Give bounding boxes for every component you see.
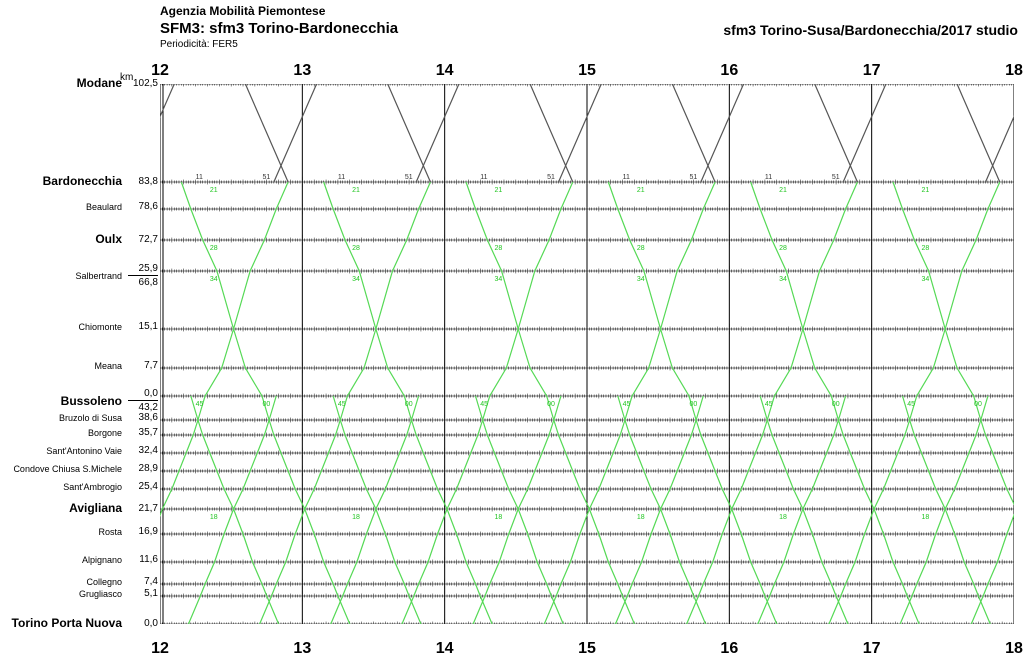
- station-name: Bruzolo di Susa: [59, 413, 122, 423]
- station-row: Oulx 72,7: [0, 232, 158, 246]
- station-row: Sant'Ambrogio 25,4: [0, 481, 158, 492]
- station-row: Avigliana 21,7: [0, 501, 158, 515]
- station-name: Beaulard: [86, 202, 122, 212]
- station-name: Condove Chiusa S.Michele: [13, 464, 122, 474]
- header-block: Agenzia Mobilità Piemontese SFM3: sfm3 T…: [160, 4, 398, 50]
- agency-name: Agenzia Mobilità Piemontese: [160, 4, 398, 18]
- time-tick-bottom: 13: [293, 640, 311, 658]
- station-km: 28,9: [128, 463, 158, 474]
- time-tick-bottom: 12: [151, 640, 169, 658]
- station-name: Alpignano: [82, 555, 122, 565]
- time-tick-top: 16: [720, 62, 738, 80]
- station-row: Modane 102,5: [0, 76, 158, 90]
- time-tick-top: 15: [578, 62, 596, 80]
- time-tick-top: 18: [1005, 62, 1023, 80]
- station-row: Bardonecchia 83,8: [0, 174, 158, 188]
- station-row: Bussoleno 0,043,2: [0, 388, 158, 413]
- station-km: 25,966,8: [128, 263, 158, 288]
- station-row: Meana 7,7: [0, 360, 158, 371]
- station-name: Rosta: [98, 527, 122, 537]
- station-km: 32,4: [128, 445, 158, 456]
- station-row: Borgone 35,7: [0, 427, 158, 438]
- station-name: Chiomonte: [78, 322, 122, 332]
- station-row: Collegno 7,4: [0, 576, 158, 587]
- time-tick-top: 13: [293, 62, 311, 80]
- station-km: 7,4: [128, 576, 158, 587]
- station-name: Salbertrand: [75, 271, 122, 281]
- station-km: 15,1: [128, 321, 158, 332]
- station-row: Chiomonte 15,1: [0, 321, 158, 332]
- station-row: Condove Chiusa S.Michele 28,9: [0, 463, 158, 474]
- time-tick-top: 14: [436, 62, 454, 80]
- time-tick-bottom: 16: [720, 640, 738, 658]
- station-km: 7,7: [128, 360, 158, 371]
- time-tick-bottom: 17: [863, 640, 881, 658]
- station-row: Torino Porta Nuova 0,0: [0, 616, 158, 630]
- time-tick-bottom: 14: [436, 640, 454, 658]
- station-row: Bruzolo di Susa 38,6: [0, 412, 158, 423]
- station-km: 0,043,2: [128, 388, 158, 413]
- station-row: Salbertrand 25,966,8: [0, 263, 158, 288]
- station-name: Modane: [77, 76, 122, 90]
- station-km: 16,9: [128, 526, 158, 537]
- station-name: Sant'Ambrogio: [63, 482, 122, 492]
- station-km: 35,7: [128, 427, 158, 438]
- subtitle: sfm3 Torino-Susa/Bardonecchia/2017 studi…: [723, 22, 1018, 38]
- station-row: Beaulard 78,6: [0, 201, 158, 212]
- station-km: 38,6: [128, 412, 158, 423]
- station-name: Oulx: [95, 232, 122, 246]
- station-name: Torino Porta Nuova: [12, 616, 122, 630]
- time-tick-bottom: 15: [578, 640, 596, 658]
- station-km: 78,6: [128, 201, 158, 212]
- station-km: 0,0: [128, 618, 158, 629]
- station-name: Bussoleno: [61, 394, 122, 408]
- station-name: Avigliana: [69, 501, 122, 515]
- station-row: Sant'Antonino Vaie 32,4: [0, 445, 158, 456]
- station-name: Sant'Antonino Vaie: [46, 446, 122, 456]
- station-km: 83,8: [128, 176, 158, 187]
- station-row: Rosta 16,9: [0, 526, 158, 537]
- station-km: 5,1: [128, 588, 158, 599]
- station-km: 102,5: [128, 78, 158, 89]
- timetable-svg: 2121212121212828282828283434343434344500…: [160, 84, 1014, 624]
- time-tick-bottom: 18: [1005, 640, 1023, 658]
- station-km: 25,4: [128, 481, 158, 492]
- station-km: 72,7: [128, 234, 158, 245]
- station-name: Collegno: [86, 577, 122, 587]
- station-km: 11,6: [128, 554, 158, 565]
- station-name: Meana: [94, 361, 122, 371]
- station-name: Bardonecchia: [43, 174, 122, 188]
- periodicity: Periodicità: FER5: [160, 39, 398, 50]
- graphical-timetable: 2121212121212828282828283434343434344500…: [160, 84, 1014, 624]
- station-row: Alpignano 11,6: [0, 554, 158, 565]
- time-tick-top: 17: [863, 62, 881, 80]
- line-title: SFM3: sfm3 Torino-Bardonecchia: [160, 20, 398, 37]
- station-km: 21,7: [128, 503, 158, 514]
- station-name: Borgone: [88, 428, 122, 438]
- station-row: Grugliasco 5,1: [0, 588, 158, 599]
- station-name: Grugliasco: [79, 589, 122, 599]
